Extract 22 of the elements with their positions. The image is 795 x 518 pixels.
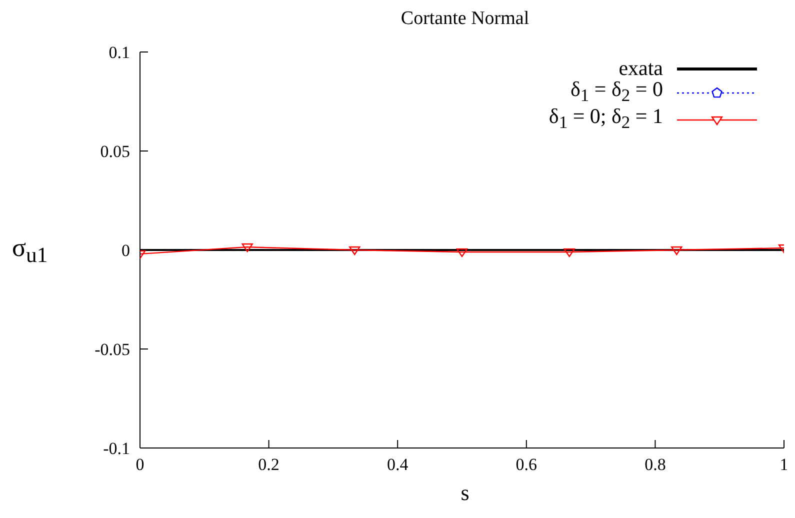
legend-label: δ$_{1}$ = δ$_{2}$ = 0 [570, 77, 663, 106]
x-tick-label: 1 [780, 455, 788, 474]
x-axis-title: s [460, 480, 470, 506]
y-tick-label: -0.05 [94, 340, 130, 360]
y-axis-title: σ$_{u1}$ [12, 233, 48, 268]
point [564, 248, 575, 258]
y-tick-label: 0.1 [108, 43, 130, 62]
x-tick-label: 0.6 [516, 455, 538, 474]
x-tick-label: 0.4 [386, 455, 409, 474]
x-tick-label: 0 [136, 455, 144, 474]
chart-title: Cortante Normal [400, 8, 530, 30]
point [349, 246, 360, 256]
point [456, 248, 468, 258]
legend-label: exata [618, 56, 663, 80]
point [671, 246, 682, 256]
legend-label: δ$_{1}$ = 0; δ$_{2}$ = 1 [548, 104, 663, 134]
y-tick-label: 0 [122, 241, 130, 260]
x-tick-label: 0.8 [644, 455, 666, 474]
point [242, 243, 253, 252]
y-tick-label: -0.1 [103, 439, 130, 458]
y-tick-label: 0.05 [100, 142, 130, 162]
x-tick-label: 0.2 [258, 455, 280, 474]
